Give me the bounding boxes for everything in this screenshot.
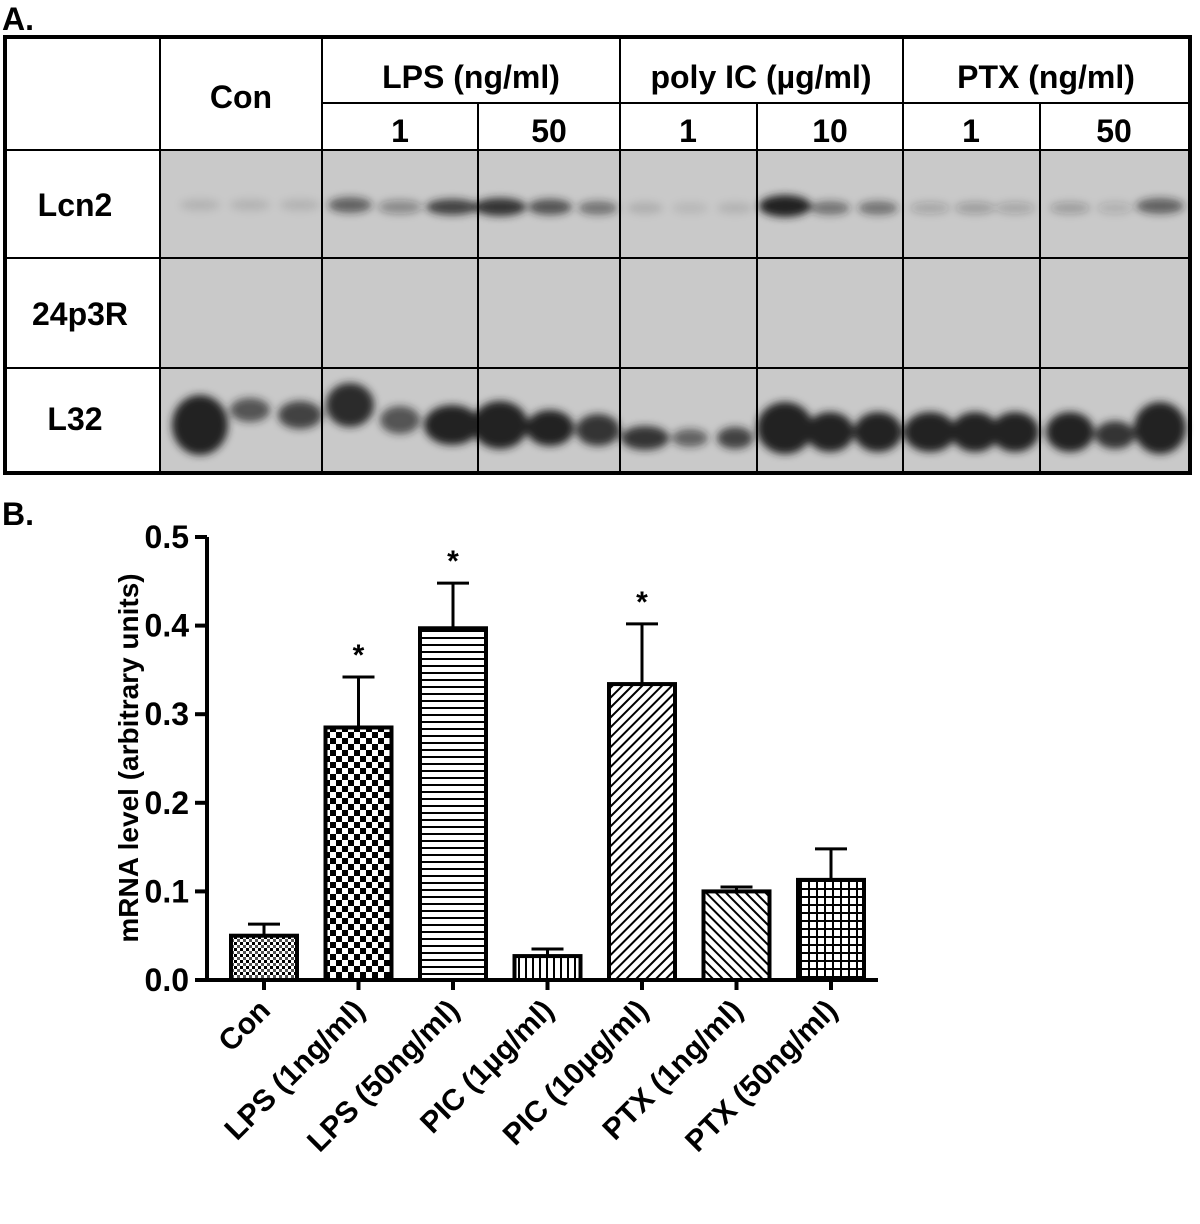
bar	[323, 725, 394, 982]
row-label: Lcn2	[38, 187, 113, 223]
bar	[701, 889, 772, 983]
dose-label: 1	[679, 113, 697, 149]
group-label: LPS (ng/ml)	[382, 59, 560, 95]
dose-label: 50	[1096, 113, 1132, 149]
panel-label: B.	[2, 496, 34, 532]
dose-label: 1	[962, 113, 980, 149]
panel-label: A.	[2, 1, 34, 37]
bar	[229, 933, 299, 983]
y-axis-label: mRNA level (arbitrary units)	[113, 573, 144, 942]
significance-label: *	[447, 545, 459, 578]
y-tick-label: 0.3	[145, 696, 189, 732]
y-tick-label: 0.1	[145, 873, 189, 909]
dose-label: 50	[531, 113, 567, 149]
bar	[796, 877, 866, 983]
row-label: 24p3R	[32, 296, 128, 332]
dose-label: 10	[812, 113, 848, 149]
bar	[512, 954, 583, 983]
blot-labels: Con LPS (ng/ml) poly IC (µg/ml) PTX (ng/…	[32, 59, 1135, 437]
bar	[607, 682, 677, 982]
blot-frame	[3, 35, 1192, 475]
significance-label: *	[636, 586, 648, 619]
significance-label: *	[353, 639, 365, 672]
dose-label: 1	[391, 113, 409, 149]
bar	[418, 626, 488, 982]
y-tick-label: 0.4	[145, 608, 190, 644]
y-tick-label: 0.5	[145, 519, 189, 555]
y-tick-label: 0.2	[145, 785, 189, 821]
group-label: PTX (ng/ml)	[957, 59, 1135, 95]
group-label: poly IC (µg/ml)	[650, 59, 871, 95]
blot-bands	[172, 195, 1186, 455]
group-label: Con	[210, 79, 272, 115]
row-label: L32	[47, 401, 102, 437]
y-tick-label: 0.0	[145, 962, 189, 998]
x-tick-label: Con	[212, 994, 277, 1059]
